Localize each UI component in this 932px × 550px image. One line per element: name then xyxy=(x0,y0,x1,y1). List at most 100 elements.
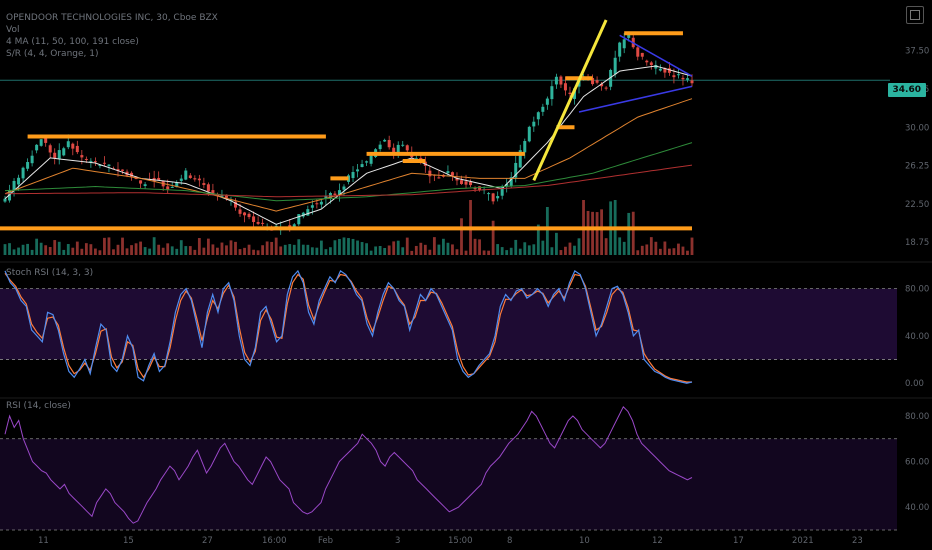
candle-body xyxy=(256,221,260,224)
volume-bar xyxy=(30,249,34,255)
volume-bar xyxy=(26,243,29,255)
candle-body xyxy=(179,178,183,181)
candle-body xyxy=(554,76,558,85)
trendline xyxy=(532,19,608,182)
time-axis-tick: 16:00 xyxy=(262,536,287,546)
volume-bar xyxy=(577,238,581,255)
candle-body xyxy=(667,68,671,73)
candle-body xyxy=(197,178,201,181)
volume-bar xyxy=(586,210,590,255)
candle-body xyxy=(62,148,66,156)
candle-body xyxy=(685,78,689,80)
time-axis-tick: 10 xyxy=(579,536,590,546)
candle-body xyxy=(500,186,504,196)
trendline xyxy=(619,34,693,77)
candle-body xyxy=(473,187,477,190)
volume-bar xyxy=(319,240,323,255)
time-axis-tick: 27 xyxy=(202,536,213,546)
volume-bar xyxy=(206,238,210,255)
volume-bar xyxy=(175,248,179,255)
volume-bar xyxy=(360,242,364,255)
volume-legend: Vol xyxy=(6,25,20,35)
volume-bar xyxy=(265,241,269,255)
volume-bar xyxy=(514,239,518,255)
candle-body xyxy=(53,152,57,158)
volume-bar xyxy=(247,244,251,255)
volume-bar xyxy=(225,245,228,255)
candle-body xyxy=(672,75,676,78)
time-axis-tick: 11 xyxy=(38,536,49,546)
volume-bar xyxy=(234,241,237,255)
volume-bar xyxy=(71,247,75,255)
volume-bar xyxy=(419,242,423,255)
candle-body xyxy=(392,147,396,153)
candle-body xyxy=(663,68,667,73)
candle-body xyxy=(676,74,680,76)
volume-bar xyxy=(568,242,572,255)
candle-body xyxy=(464,181,468,185)
volume-bar xyxy=(229,240,233,255)
candle-body xyxy=(175,182,179,188)
volume-bar xyxy=(103,237,106,255)
price-axis-tick: 18.75 xyxy=(905,238,929,248)
candle-body xyxy=(450,172,454,176)
symbol-title: OPENDOOR TECHNOLOGIES INC, 30, Cboe BZX xyxy=(6,13,218,23)
candle-body xyxy=(220,195,224,197)
volume-bar xyxy=(573,245,576,255)
candle-body xyxy=(211,190,215,195)
candle-body xyxy=(35,144,39,151)
candle-body xyxy=(297,214,301,225)
volume-bar xyxy=(301,244,305,255)
volume-bar xyxy=(631,211,635,255)
time-axis-tick: 12 xyxy=(652,536,663,546)
volume-bar xyxy=(333,240,337,255)
candle-body xyxy=(690,80,694,84)
volume-bar xyxy=(532,244,536,255)
candle-body xyxy=(437,177,441,179)
volume-bar xyxy=(690,237,694,255)
candle-body xyxy=(98,165,102,167)
price-axis-tick: 37.50 xyxy=(905,47,929,57)
volume-bar xyxy=(148,248,152,255)
volume-bar xyxy=(53,240,57,255)
stoch-axis-tick: 0.00 xyxy=(905,379,924,389)
volume-bar xyxy=(668,248,671,255)
volume-bar xyxy=(256,250,260,255)
volume-bar xyxy=(500,247,504,255)
candle-body xyxy=(600,83,604,87)
candle-body xyxy=(292,224,296,227)
volume-bar xyxy=(686,250,689,255)
volume-bar xyxy=(365,243,368,255)
candle-body xyxy=(252,216,256,222)
volume-bar xyxy=(211,244,215,255)
volume-bar xyxy=(143,247,147,255)
volume-bar xyxy=(89,244,93,255)
volume-bar xyxy=(66,244,70,255)
volume-bar xyxy=(292,244,296,255)
candle-body xyxy=(459,180,463,184)
maximize-pane-icon[interactable] xyxy=(906,6,924,24)
candle-body xyxy=(545,98,549,105)
volume-bar xyxy=(396,240,400,255)
volume-bar xyxy=(134,243,138,255)
volume-bar xyxy=(3,244,7,255)
candle-body xyxy=(66,141,70,148)
volume-bar xyxy=(283,244,287,255)
volume-bar xyxy=(80,248,84,255)
candle-body xyxy=(523,141,527,153)
rsi-line xyxy=(4,405,693,524)
volume-bar xyxy=(437,244,441,255)
volume-bar xyxy=(369,250,373,255)
volume-bar xyxy=(645,244,649,255)
candle-body xyxy=(337,190,341,195)
volume-bar xyxy=(338,238,341,255)
candle-body xyxy=(333,193,337,195)
candle-body xyxy=(324,195,328,199)
candle-body xyxy=(202,183,206,185)
candle-body xyxy=(541,106,545,112)
volume-bar xyxy=(161,247,165,255)
main-legend: OPENDOOR TECHNOLOGIES INC, 30, Cboe BZX … xyxy=(6,12,218,60)
volume-bar xyxy=(157,244,161,255)
volume-bar xyxy=(487,250,491,255)
volume-bar xyxy=(44,245,48,255)
